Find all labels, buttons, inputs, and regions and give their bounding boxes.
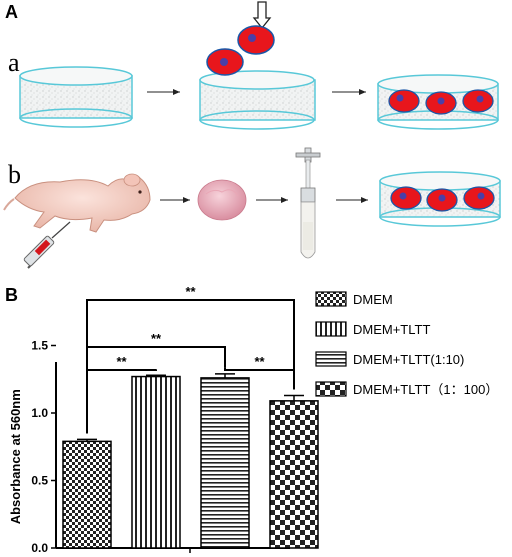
significance-label-0-1: ** xyxy=(116,354,127,369)
row-b-label: b xyxy=(8,160,21,189)
row-a-label: a xyxy=(8,48,20,77)
syringe-icon xyxy=(23,221,71,269)
significance-label-0-2: ** xyxy=(151,331,162,346)
tissue-sample-icon xyxy=(197,179,247,221)
y-tick-label: 0.5 xyxy=(31,474,48,488)
falling-cell-2 xyxy=(206,48,244,76)
panel-a-letter: A xyxy=(5,2,18,22)
significance-bracket-0-3 xyxy=(86,299,295,434)
nude-mouse-icon xyxy=(3,173,151,233)
y-tick-label: 1.0 xyxy=(31,406,48,420)
legend-swatch-2 xyxy=(315,351,347,367)
centrifuge-tube-icon xyxy=(295,147,321,259)
legend-label-3: DMEM+TLTT（1：100） xyxy=(353,382,498,397)
legend-label-1: DMEM+TLTT xyxy=(353,322,430,337)
bar-2 xyxy=(200,377,250,549)
legend-swatch-0 xyxy=(315,291,347,307)
culture-dish-cells-b xyxy=(379,171,501,227)
legend-label-2: DMEM+TLTT(1:10) xyxy=(353,352,464,367)
down-arrow-icon xyxy=(252,1,272,30)
y-axis-label: Absorbance at 560nm xyxy=(8,389,23,524)
falling-cell-1 xyxy=(237,25,275,55)
culture-dish-empty-2 xyxy=(199,70,316,130)
bar-chart: 0.0 0.5 1.0 1.5 Absorbance at 560nm ** ** ** **… xyxy=(8,284,498,555)
legend-label-0: DMEM xyxy=(353,292,393,307)
significance-bracket-2-3 xyxy=(224,367,295,390)
bar-1 xyxy=(131,375,181,549)
y-tick-label: 0.0 xyxy=(31,541,48,555)
bar-3 xyxy=(269,400,319,549)
significance-label-0-3: ** xyxy=(185,284,196,299)
significance-label-2-3: ** xyxy=(254,354,265,369)
legend-swatch-3 xyxy=(315,381,347,397)
legend-swatch-1 xyxy=(315,321,347,337)
panel-b-letter: B xyxy=(5,285,18,305)
y-tick-label: 1.5 xyxy=(31,339,48,353)
panel-a-schematic xyxy=(3,1,501,269)
culture-dish-empty-1 xyxy=(19,66,133,128)
culture-dish-cells-a xyxy=(377,74,499,130)
bar-0 xyxy=(62,440,112,549)
